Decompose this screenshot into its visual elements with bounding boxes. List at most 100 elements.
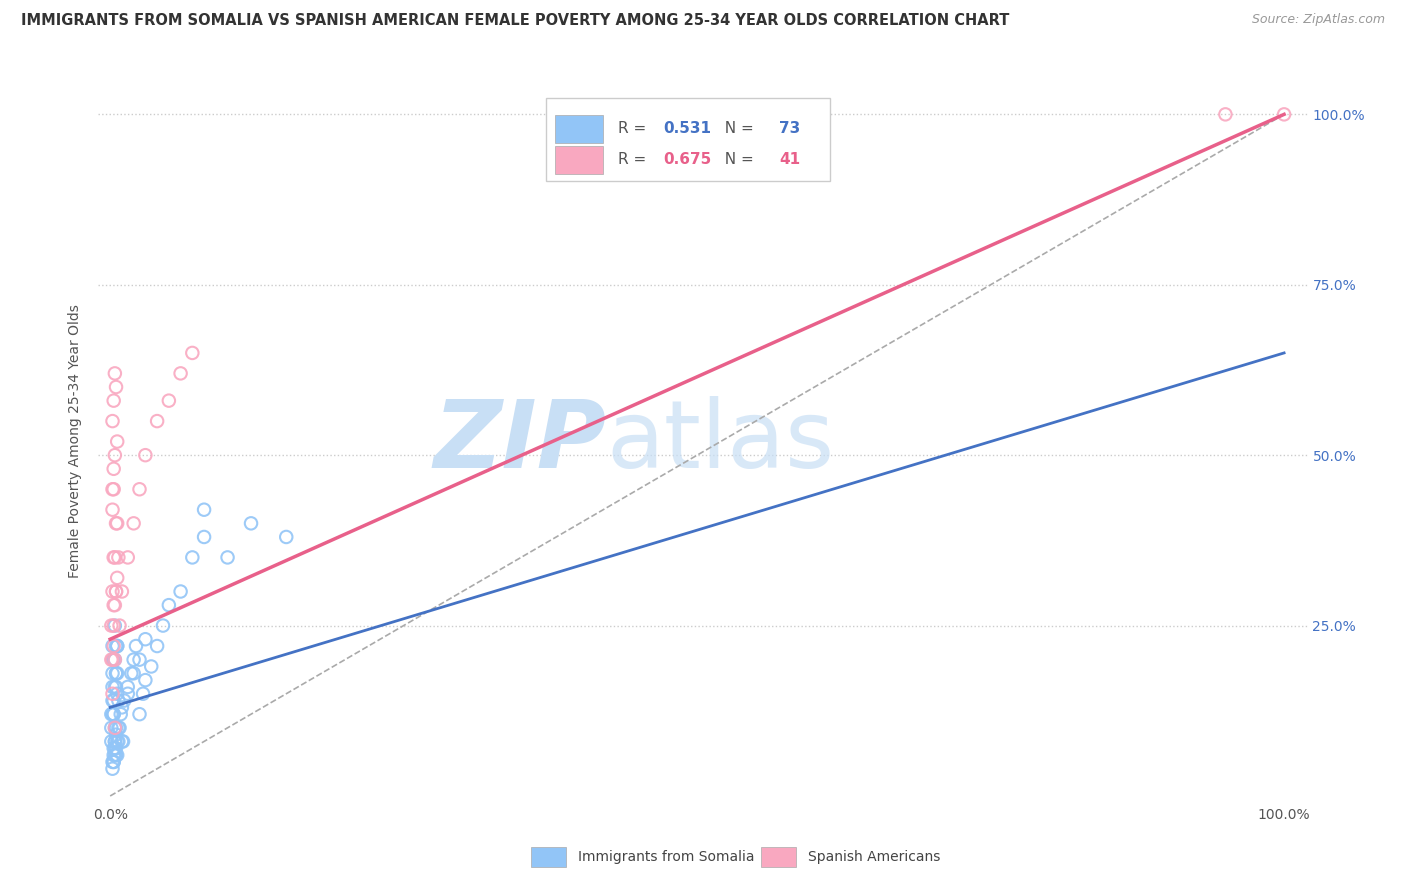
Point xyxy=(104,618,127,632)
Point xyxy=(100,734,122,748)
Point xyxy=(103,482,125,496)
Point xyxy=(146,639,169,653)
Point xyxy=(103,707,125,722)
Point xyxy=(104,653,127,667)
Point xyxy=(103,550,125,565)
Point xyxy=(157,598,180,612)
Point xyxy=(101,762,124,776)
Point xyxy=(105,639,128,653)
FancyBboxPatch shape xyxy=(531,847,567,867)
Point xyxy=(105,571,128,585)
Point xyxy=(100,707,122,722)
Point xyxy=(111,734,134,748)
Point xyxy=(104,741,127,756)
FancyBboxPatch shape xyxy=(555,114,603,143)
Point xyxy=(101,502,124,516)
Point xyxy=(152,618,174,632)
Point xyxy=(104,721,127,735)
Point xyxy=(112,693,135,707)
Point xyxy=(103,748,125,763)
Point xyxy=(122,653,145,667)
Point xyxy=(112,734,135,748)
Point xyxy=(101,414,124,428)
Point xyxy=(101,666,124,681)
Point xyxy=(101,584,124,599)
Point xyxy=(141,659,163,673)
Point xyxy=(104,550,127,565)
Point xyxy=(122,666,145,681)
Point xyxy=(104,367,127,381)
Point xyxy=(101,653,124,667)
Point xyxy=(103,693,125,707)
Text: R =: R = xyxy=(619,121,651,136)
Point xyxy=(103,393,125,408)
Point xyxy=(104,653,127,667)
Point xyxy=(107,721,129,735)
Point xyxy=(103,707,125,722)
Text: IMMIGRANTS FROM SOMALIA VS SPANISH AMERICAN FEMALE POVERTY AMONG 25-34 YEAR OLDS: IMMIGRANTS FROM SOMALIA VS SPANISH AMERI… xyxy=(21,13,1010,29)
Point xyxy=(117,680,139,694)
Point xyxy=(103,618,125,632)
Point xyxy=(108,721,131,735)
Point xyxy=(128,482,150,496)
Point xyxy=(104,734,127,748)
Point xyxy=(100,653,122,667)
Point xyxy=(134,448,156,462)
Point xyxy=(104,598,127,612)
Y-axis label: Female Poverty Among 25-34 Year Olds: Female Poverty Among 25-34 Year Olds xyxy=(69,304,83,579)
Point xyxy=(128,653,150,667)
Point xyxy=(132,687,155,701)
Point xyxy=(104,734,127,748)
Point xyxy=(105,666,128,681)
Point xyxy=(122,516,145,531)
Point xyxy=(103,653,125,667)
Point xyxy=(105,721,128,735)
Text: 73: 73 xyxy=(779,121,800,136)
FancyBboxPatch shape xyxy=(546,98,830,181)
Point xyxy=(101,482,124,496)
Point xyxy=(120,666,142,681)
Point xyxy=(169,584,191,599)
Point xyxy=(101,639,124,653)
Point xyxy=(111,700,134,714)
Point xyxy=(107,734,129,748)
Point xyxy=(134,673,156,687)
Text: 41: 41 xyxy=(779,153,800,168)
Point xyxy=(108,618,131,632)
Point xyxy=(103,653,125,667)
Point xyxy=(105,734,128,748)
Point xyxy=(111,584,134,599)
Text: N =: N = xyxy=(716,121,759,136)
Text: 0.675: 0.675 xyxy=(664,153,711,168)
Point xyxy=(105,516,128,531)
Point xyxy=(240,516,263,531)
Text: ZIP: ZIP xyxy=(433,395,606,488)
Point xyxy=(105,666,128,681)
Point xyxy=(157,393,180,408)
Point xyxy=(110,707,132,722)
Text: N =: N = xyxy=(716,153,759,168)
Point xyxy=(100,618,122,632)
FancyBboxPatch shape xyxy=(555,145,603,174)
Point xyxy=(104,448,127,462)
Point xyxy=(101,707,124,722)
Point xyxy=(107,693,129,707)
Point xyxy=(105,748,128,763)
Point xyxy=(105,741,128,756)
Text: atlas: atlas xyxy=(606,395,835,488)
Text: R =: R = xyxy=(619,153,651,168)
FancyBboxPatch shape xyxy=(761,847,796,867)
Point xyxy=(101,755,124,769)
Point xyxy=(103,755,125,769)
Point xyxy=(104,680,127,694)
Point xyxy=(193,502,215,516)
Point xyxy=(101,687,124,701)
Point xyxy=(105,584,128,599)
Point xyxy=(117,550,139,565)
Point xyxy=(169,367,191,381)
Point xyxy=(107,550,129,565)
Point xyxy=(105,639,128,653)
Point xyxy=(105,584,128,599)
Point xyxy=(276,530,298,544)
Point xyxy=(105,516,128,531)
